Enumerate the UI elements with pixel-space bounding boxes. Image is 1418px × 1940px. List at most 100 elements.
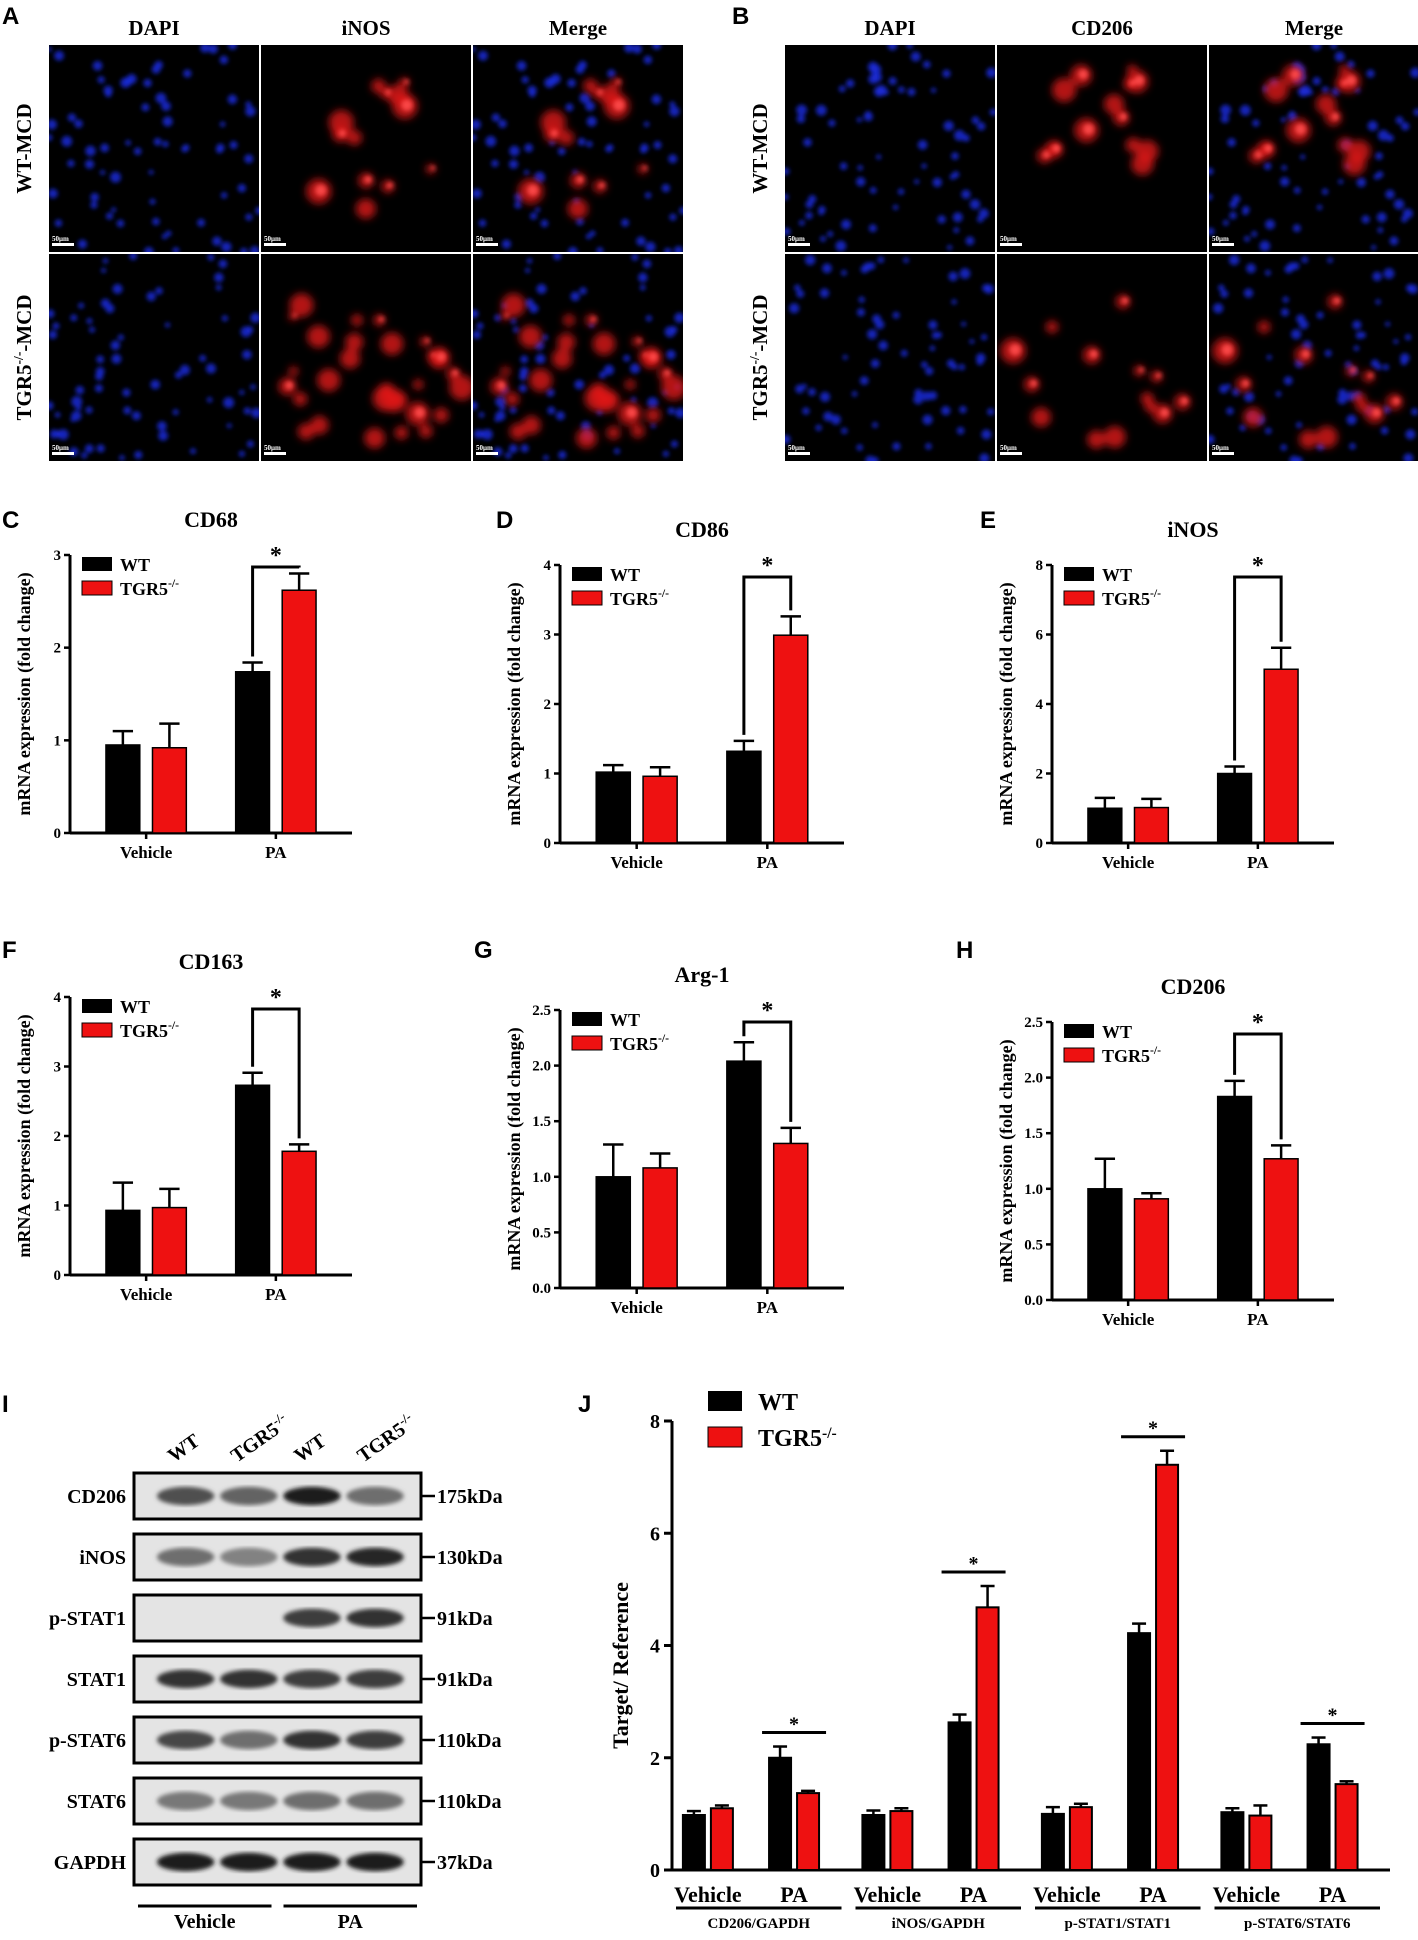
scale-bar <box>1212 452 1234 455</box>
chart-F: 0 1 2 3 4 mRNA expression (fold change) CD163 V… <box>14 949 352 1304</box>
panel-label-B: B <box>732 3 749 30</box>
lane-label: TGR5-/- <box>225 1409 293 1467</box>
y-axis-label: mRNA expression (fold change) <box>14 1014 35 1257</box>
lane-label: WT <box>290 1430 330 1468</box>
bar <box>281 589 317 834</box>
micrograph-tile <box>261 45 471 252</box>
column-header-merge: Merge <box>549 16 607 40</box>
y-tick-label: 1.0 <box>1024 1182 1043 1198</box>
chart-title: iNOS <box>1167 517 1218 542</box>
significance-star: * <box>1328 1705 1338 1727</box>
bar <box>105 1209 141 1276</box>
y-tick-label: 2 <box>1036 767 1044 783</box>
chart-D: 0 1 2 3 4 mRNA expression (fold change) CD86 Ve… <box>504 517 844 872</box>
legend-swatch-wt <box>82 999 112 1013</box>
significance-bracket <box>1233 1032 1283 1140</box>
column-header-cd206: CD206 <box>1071 16 1133 40</box>
y-tick-label: 3 <box>54 548 62 564</box>
bar <box>889 1810 914 1871</box>
significance-bracket <box>1233 575 1283 761</box>
x-tick-label: PA <box>1139 1882 1167 1907</box>
legend-label-wt: WT <box>1102 1022 1132 1042</box>
protein-band <box>346 1669 404 1689</box>
protein-band <box>220 1669 278 1689</box>
x-tick-label: Vehicle <box>1033 1882 1101 1907</box>
significance-star: * <box>270 543 282 569</box>
bar <box>234 1084 271 1276</box>
y-tick-label: 3 <box>544 628 552 644</box>
chart-title: CD163 <box>179 949 244 974</box>
protein-band <box>156 1486 215 1506</box>
protein-label: STAT6 <box>67 1791 126 1813</box>
scale-bar-label: 50μm <box>1212 444 1229 452</box>
x-tick-label: Vehicle <box>854 1882 922 1907</box>
y-tick-label: 0 <box>1036 836 1044 852</box>
scale-bar <box>264 243 286 246</box>
scale-bar <box>264 452 286 455</box>
bar <box>975 1606 1000 1871</box>
chart-C: 0 1 2 3 mRNA expression (fold change) CD68 Veh… <box>14 507 352 862</box>
molecular-weight-label: 110kDa <box>437 1791 501 1813</box>
bar <box>234 671 271 834</box>
y-axis-label: mRNA expression (fold change) <box>14 572 35 815</box>
bar <box>726 1060 762 1289</box>
protein-band <box>346 1608 404 1628</box>
group-label: p-STAT6/STAT6 <box>1244 1916 1351 1932</box>
micrograph-tile <box>785 45 995 252</box>
protein-band <box>220 1547 278 1567</box>
y-axis-label: mRNA expression (fold change) <box>996 582 1017 825</box>
column-header-merge: Merge <box>1285 16 1343 40</box>
panel-label-C: C <box>2 507 19 534</box>
micrograph-tile <box>997 45 1207 252</box>
scale-bar <box>52 243 74 246</box>
bar <box>1220 1811 1245 1872</box>
y-tick-label: 0.5 <box>1024 1237 1043 1253</box>
molecular-weight-label: 175kDa <box>437 1486 503 1508</box>
legend-label-wt: WT <box>120 997 150 1017</box>
group-label: PA <box>338 1911 364 1933</box>
protein-band <box>156 1791 215 1811</box>
bar <box>772 1142 809 1289</box>
group-label: p-STAT1/STAT1 <box>1065 1916 1171 1932</box>
column-header-dapi: DAPI <box>128 16 179 40</box>
protein-band <box>220 1791 278 1811</box>
scale-bar <box>1000 452 1022 455</box>
significance-star: * <box>1148 1418 1158 1440</box>
y-tick-label: 2.5 <box>532 1003 551 1019</box>
legend-label-ko: TGR5-/- <box>1102 587 1161 609</box>
x-tick-label: Vehicle <box>1213 1882 1281 1907</box>
legend-swatch-ko <box>1063 590 1095 606</box>
legend-swatch-ko <box>571 1035 603 1051</box>
legend-label-ko: TGR5-/- <box>1102 1044 1161 1066</box>
scale-bar <box>788 452 810 455</box>
legend-swatch-ko <box>571 590 603 606</box>
y-tick-label: 8 <box>650 1411 660 1433</box>
scale-bar <box>1000 243 1022 246</box>
bar <box>1334 1783 1359 1872</box>
column-header-inos: iNOS <box>341 16 390 40</box>
group-label: CD206/GAPDH <box>708 1916 811 1932</box>
bar <box>151 1206 188 1276</box>
protein-band <box>346 1791 404 1811</box>
legend-label-wt: WT <box>610 1010 640 1030</box>
bar <box>681 1813 706 1872</box>
scale-bar-label: 50μm <box>1000 444 1017 452</box>
x-tick-label: Vehicle <box>674 1882 742 1907</box>
significance-bracket <box>742 575 793 735</box>
y-tick-label: 1 <box>54 733 62 749</box>
protein-band <box>220 1486 278 1506</box>
protein-label: GAPDH <box>54 1852 127 1874</box>
bar <box>595 771 632 844</box>
x-tick-label: PA <box>265 843 287 862</box>
molecular-weight-label: 91kDa <box>437 1608 493 1630</box>
significance-bracket <box>251 565 301 657</box>
bar <box>595 1176 632 1289</box>
y-tick-label: 3 <box>54 1060 62 1076</box>
x-tick-label: Vehicle <box>611 853 664 872</box>
scale-bar-label: 50μm <box>476 235 493 243</box>
bar <box>726 750 762 844</box>
chart-E: 0 2 4 6 8 mRNA expression (fold change) iNOS Ve… <box>996 517 1334 872</box>
significance-bracket <box>742 1020 793 1122</box>
bar <box>1127 1632 1152 1871</box>
y-tick-label: 0 <box>544 836 552 852</box>
